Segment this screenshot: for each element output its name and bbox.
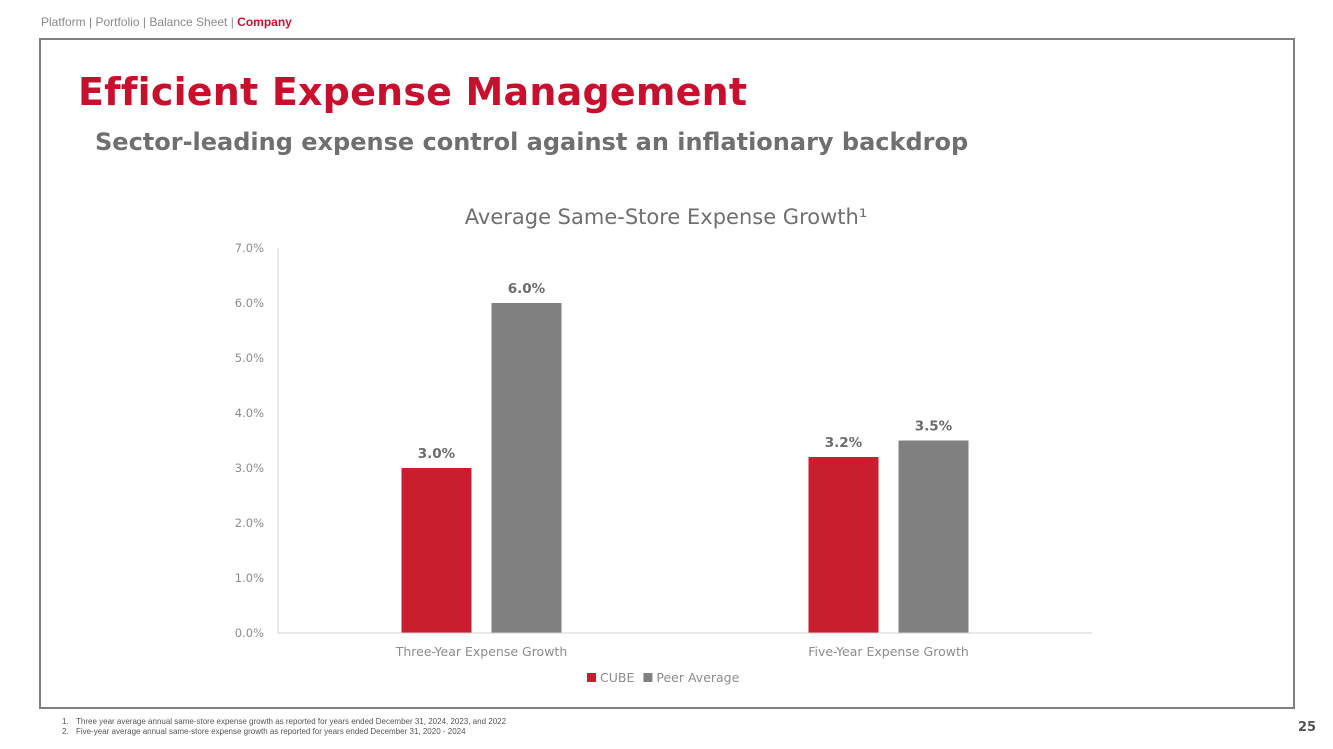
data-label: 6.0%: [508, 281, 546, 297]
y-tick-label: 0.0%: [235, 626, 264, 640]
breadcrumb-item-balance-sheet[interactable]: Balance Sheet: [149, 15, 228, 29]
breadcrumb: Platform | Portfolio | Balance Sheet | C…: [41, 15, 292, 29]
slide-subtitle: Sector-leading expense control against a…: [95, 128, 969, 156]
slide-title: Efficient Expense Management: [78, 70, 748, 114]
breadcrumb-item-company[interactable]: Company: [237, 15, 292, 29]
data-label: 3.2%: [825, 435, 863, 451]
y-tick-label: 5.0%: [235, 351, 264, 365]
legend-label: Peer Average: [656, 670, 739, 685]
bar-peer-average: [898, 440, 969, 633]
footnote: 1. Three year average annual same-store e…: [62, 717, 506, 727]
slide-frame: [39, 38, 1295, 709]
page-number: 25: [1298, 720, 1317, 735]
footnote-text: Three year average annual same-store exp…: [76, 717, 507, 726]
y-tick-label: 3.0%: [235, 461, 264, 475]
y-tick-label: 2.0%: [235, 516, 264, 530]
legend-swatch-cube: [587, 673, 596, 682]
y-tick-label: 6.0%: [235, 296, 264, 310]
footnote-text: Five-year average annual same-store expe…: [76, 727, 466, 736]
legend-label: CUBE: [600, 670, 634, 685]
footnote-number: 1.: [62, 717, 69, 726]
footnotes: 1. Three year average annual same-store e…: [62, 717, 506, 737]
breadcrumb-separator: |: [139, 15, 150, 29]
bar-peer-average: [491, 303, 562, 633]
breadcrumb-item-platform[interactable]: Platform: [41, 15, 86, 29]
legend-swatch-peer-average: [643, 673, 653, 682]
y-tick-label: 4.0%: [235, 406, 264, 420]
y-tick-label: 1.0%: [235, 571, 264, 585]
chart-title: Average Same-Store Expense Growth¹: [465, 205, 867, 229]
bar-cube: [808, 457, 879, 633]
x-tick-label: Three-Year Expense Growth: [395, 644, 568, 659]
footnote-number: 2.: [62, 727, 69, 736]
x-tick-label: Five-Year Expense Growth: [808, 644, 969, 659]
y-tick-label: 7.0%: [235, 241, 264, 255]
breadcrumb-item-portfolio[interactable]: Portfolio: [95, 15, 140, 29]
footnote: 2. Five-year average annual same-store ex…: [62, 727, 506, 737]
data-label: 3.5%: [915, 419, 953, 435]
breadcrumb-separator: |: [227, 15, 238, 29]
breadcrumb-separator: |: [85, 15, 96, 29]
bar-cube: [401, 468, 472, 633]
data-label: 3.0%: [418, 446, 456, 462]
